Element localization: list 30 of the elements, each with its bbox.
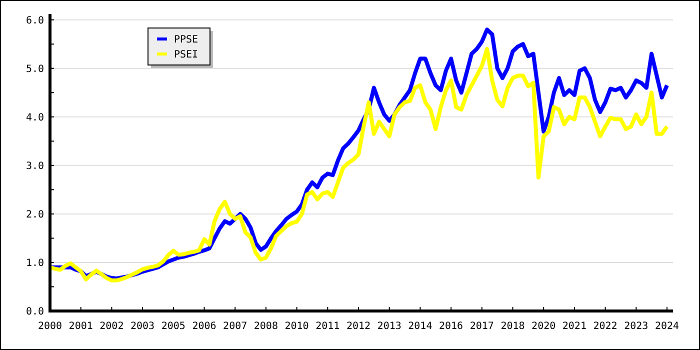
x-tick-label: 2020 <box>532 321 556 332</box>
y-tick-label: 2.0 <box>26 209 44 220</box>
legend-label: PPSE <box>174 34 198 46</box>
x-tick-label: 2022 <box>593 321 618 332</box>
x-tick-label: 2003 <box>130 321 155 332</box>
x-tick-label: 2014 <box>408 321 432 332</box>
x-tick-label: 2023 <box>624 321 648 332</box>
x-tick-label: 2007 <box>223 321 248 332</box>
legend-label: PSEI <box>174 50 198 60</box>
y-tick-label: 5.0 <box>26 64 44 75</box>
x-tick-label: 2011 <box>316 321 340 332</box>
x-tick-label: 2024 <box>654 321 680 332</box>
y-tick-label: 1.0 <box>26 258 44 269</box>
x-tick-label: 2013 <box>377 321 402 332</box>
x-tick-label: 2008 <box>254 321 278 332</box>
x-tick-label: 2000 <box>38 321 62 332</box>
x-tick-label: 2018 <box>500 321 525 332</box>
x-tick-label: 2010 <box>284 321 309 332</box>
y-tick-label: 0.0 <box>26 306 44 318</box>
x-tick-label: 2002 <box>100 321 124 332</box>
x-tick-label: 2001 <box>68 321 93 332</box>
x-tick-label: 2017 <box>470 321 494 332</box>
x-tick-label: 2016 <box>439 321 464 332</box>
y-tick-label: 3.0 <box>26 160 44 172</box>
x-tick-label: 2021 <box>562 321 586 332</box>
x-tick-label: 2012 <box>346 321 371 332</box>
x-tick-label: 2006 <box>192 321 216 332</box>
y-tick-label: 6.0 <box>26 15 44 26</box>
x-tick-label: 2005 <box>161 321 186 332</box>
y-tick-label: 4.0 <box>26 112 44 124</box>
